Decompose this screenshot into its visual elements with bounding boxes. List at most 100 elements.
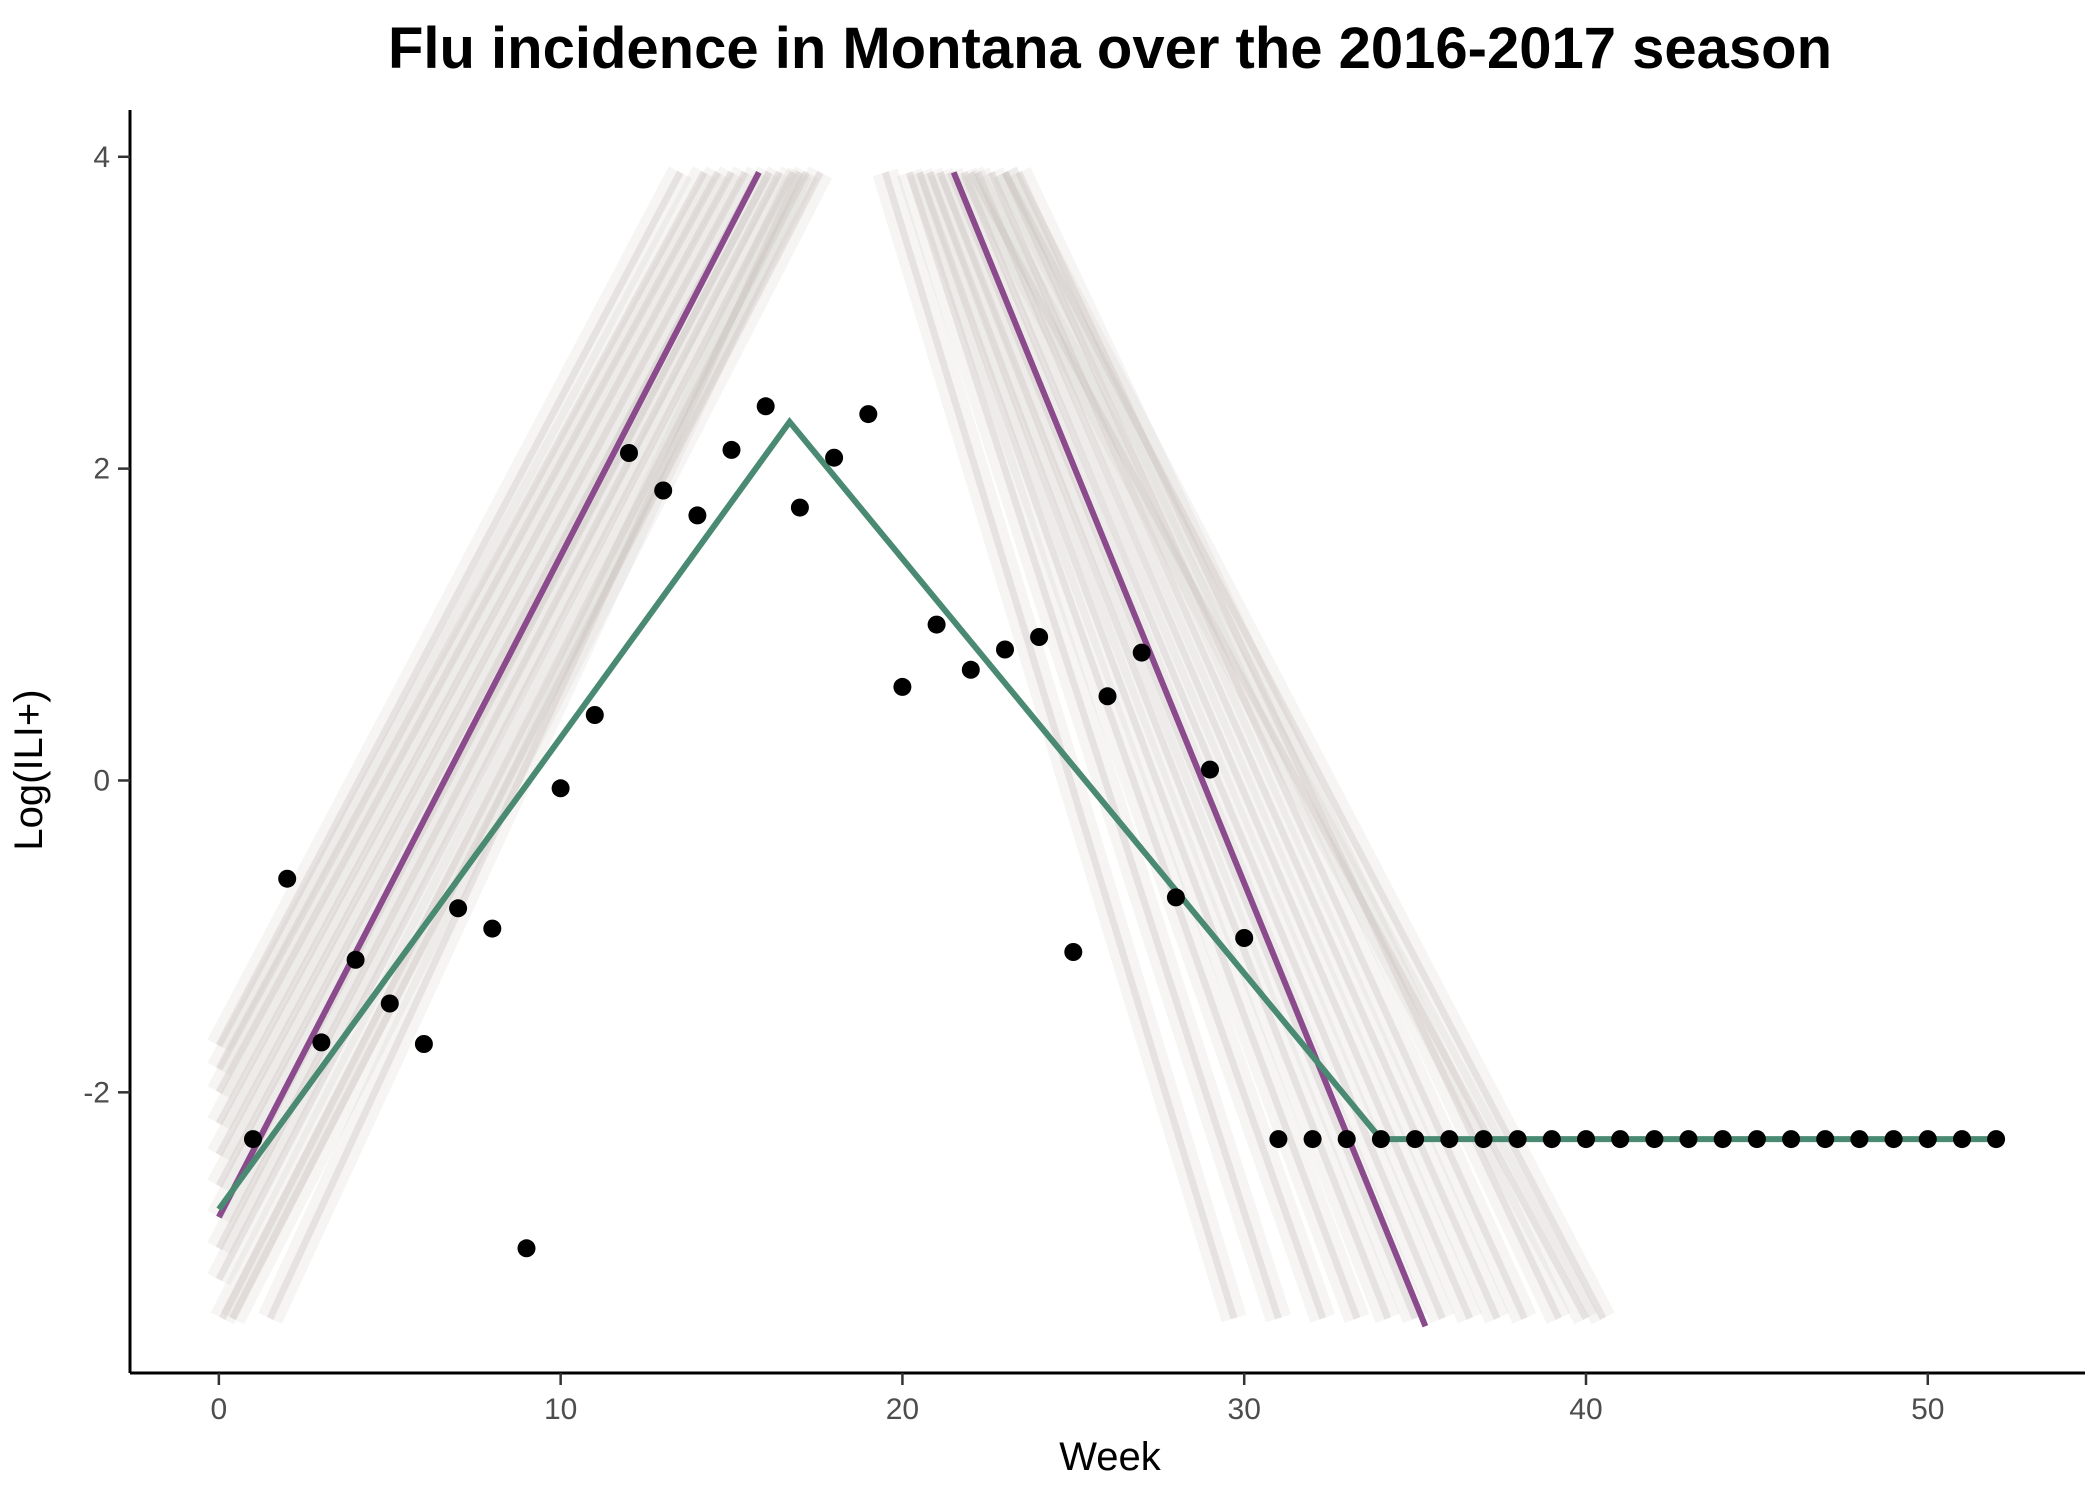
sample-line-fall [927, 167, 1400, 1324]
x-tick-label: 40 [1569, 1393, 1602, 1426]
sample-line-fall [947, 171, 1419, 1320]
data-point [1474, 1130, 1493, 1149]
data-point [620, 444, 638, 462]
sample-line-rise [220, 166, 832, 1325]
x-tick-label: 30 [1228, 1393, 1261, 1426]
data-point [1337, 1130, 1356, 1149]
data-point [654, 481, 673, 500]
data-point [483, 919, 502, 938]
data-point [1303, 1130, 1322, 1149]
data-point [1747, 1130, 1766, 1149]
sample-line-fall [967, 170, 1590, 1321]
data-point [688, 506, 707, 525]
sample-line-fall [960, 171, 1446, 1320]
data-point [380, 994, 399, 1013]
sample-line-rise [229, 170, 824, 1320]
data-point [1782, 1130, 1801, 1149]
x-axis-title: Week [1059, 1435, 1162, 1479]
data-point [1098, 687, 1117, 706]
data-point [312, 1033, 331, 1052]
data-point [1953, 1130, 1971, 1149]
data-point [1918, 1130, 1937, 1149]
sample-line-rise [215, 170, 797, 1282]
data-point [961, 660, 980, 679]
sample-line-rise [207, 166, 730, 1099]
sample-line-fall [896, 168, 1291, 1323]
data-point [1166, 888, 1185, 907]
sample-line-fall [926, 171, 1361, 1320]
purple-line [216, 171, 762, 1219]
y-axis-title: Log(ILI+) [7, 689, 51, 850]
sample-line-fall [938, 167, 1428, 1324]
data-point [1850, 1130, 1869, 1149]
data-point [1064, 943, 1083, 961]
sample-line-rise [215, 170, 749, 1157]
sample-line-fall [1001, 170, 1607, 1321]
data-point [278, 869, 297, 888]
sample-line-fall [1001, 170, 1528, 1320]
data-point [1201, 760, 1219, 779]
sample-line-fall [993, 167, 1537, 1324]
data-point [996, 640, 1014, 659]
data-point [859, 405, 878, 424]
data-point [893, 677, 912, 696]
data-point [517, 1239, 536, 1258]
data-point [414, 1035, 433, 1053]
sample-line-fall [905, 171, 1282, 1320]
sample-line-rise [207, 166, 692, 1052]
data-point [244, 1130, 262, 1149]
data-point [1611, 1130, 1630, 1149]
data-point [1987, 1130, 2006, 1149]
data-point [1816, 1130, 1835, 1149]
data-point [1235, 929, 1254, 947]
sample-line-fall [988, 170, 1501, 1320]
data-point [790, 498, 809, 517]
sample-lines [207, 166, 1615, 1325]
sample-line-rise [207, 166, 805, 1286]
data-point [1679, 1130, 1698, 1149]
sample-line-rise [207, 166, 791, 1255]
observed-points [244, 397, 2006, 1258]
data-point [1030, 628, 1049, 646]
axes: 0 10 20 30 40 50 -2 0 2 4 [83, 110, 2085, 1426]
y-tick-label: 4 [93, 141, 110, 174]
sample-line-fall [916, 171, 1327, 1320]
data-point [825, 448, 844, 467]
data-point [927, 615, 946, 634]
data-point [1269, 1130, 1288, 1149]
sample-line-rise [210, 166, 819, 1325]
data-point [551, 779, 570, 798]
data-point [1645, 1130, 1664, 1149]
sample-line-rise [266, 170, 804, 1320]
sample-line-rise [215, 170, 708, 1071]
sample-line-fall [965, 167, 1482, 1324]
data-point [1542, 1130, 1561, 1149]
sample-line-fall [1015, 170, 1562, 1320]
data-point [585, 706, 604, 724]
sample-line-fall [979, 167, 1509, 1324]
data-point [449, 899, 468, 918]
sample-line-fall [959, 166, 1598, 1325]
sample-line-rise [207, 166, 757, 1161]
sample-line-rise [207, 166, 716, 1076]
y-tick-label: -2 [83, 1076, 110, 1109]
data-point [1713, 1130, 1732, 1149]
data-point [346, 950, 365, 969]
data-point [1577, 1130, 1595, 1149]
sample-line-rise [258, 166, 812, 1324]
x-tick-label: 0 [211, 1393, 228, 1426]
data-point [1884, 1130, 1903, 1149]
sample-line-fall [1006, 166, 1571, 1324]
sample-line-fall [936, 171, 1392, 1320]
data-point [1406, 1130, 1425, 1149]
sample-line-rise [207, 166, 743, 1130]
sample-line-rise [219, 170, 810, 1320]
x-tick-label: 20 [886, 1393, 919, 1426]
data-point [1132, 643, 1151, 662]
chart-title: Flu incidence in Montana over the 2016-2… [388, 16, 1832, 81]
sample-line-rise [215, 170, 684, 1048]
sample-line-fall [993, 166, 1615, 1325]
sample-line-fall [952, 167, 1455, 1324]
